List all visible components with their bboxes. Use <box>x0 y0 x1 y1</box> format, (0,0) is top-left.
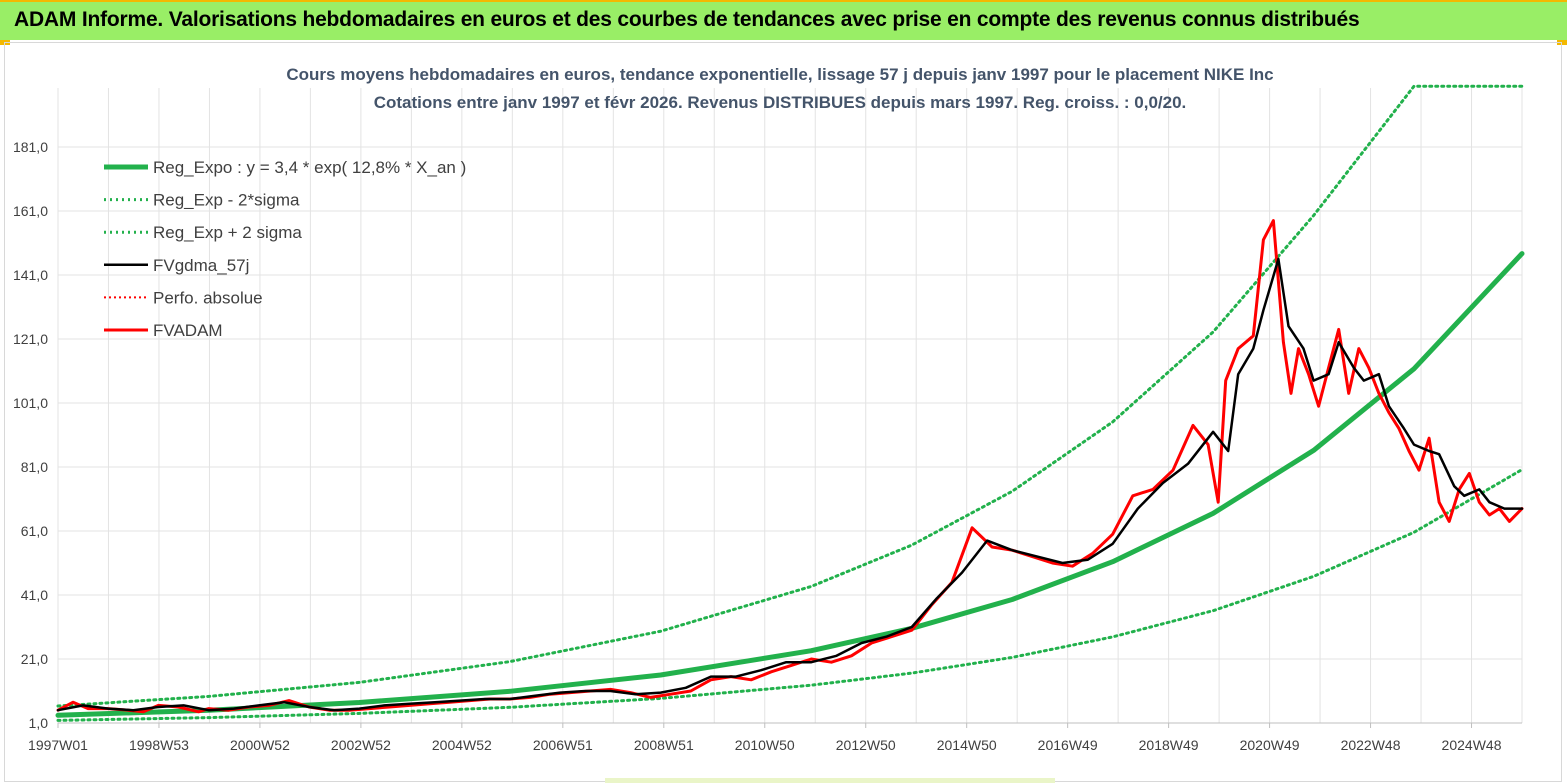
y-tick-label: 141,0 <box>13 267 48 283</box>
series-line-sigma_high <box>56 84 1524 708</box>
x-tick-label: 2016W49 <box>1038 737 1098 753</box>
y-tick-label: 81,0 <box>21 459 48 475</box>
y-tick-label: 181,0 <box>13 139 48 155</box>
x-tick-label: 2000W52 <box>230 737 290 753</box>
x-tick-label: 2012W50 <box>836 737 896 753</box>
legend-label-reg: Reg_Expo : y = 3,4 * exp( 12,8% * X_an ) <box>153 158 466 177</box>
grid <box>57 88 1523 724</box>
series-line-fvadam <box>56 219 1524 714</box>
y-tick-label: 101,0 <box>13 395 48 411</box>
x-tick-label: 2004W52 <box>432 737 492 753</box>
x-tick-label: 2014W50 <box>937 737 997 753</box>
x-tick-label: 2020W49 <box>1240 737 1300 753</box>
y-tick-label: 161,0 <box>13 203 48 219</box>
x-tick-label: 2022W48 <box>1341 737 1401 753</box>
chart-title-line: Cotations entre janv 1997 et févr 2026. … <box>374 93 1187 112</box>
legend-label-sigma_low: Reg_Exp - 2*sigma <box>153 191 300 210</box>
legend-label-perfo: Perfo. absolue <box>153 288 263 307</box>
series-layer <box>55 84 1525 722</box>
x-tick-label: 2018W49 <box>1139 737 1199 753</box>
x-tick-label: 2006W51 <box>533 737 593 753</box>
y-tick-label: 41,0 <box>21 587 48 603</box>
corner-accent-right <box>1557 40 1567 45</box>
series-line-fvgdma <box>56 257 1524 712</box>
x-tick-label: 2010W50 <box>735 737 795 753</box>
x-tick-label: 1998W53 <box>129 737 189 753</box>
x-axis-ticks: 1997W01 1998W53 2000W52 2002W52 2004W52 2006W… <box>28 723 1502 753</box>
chart-title: Cours moyens hebdomadaires en euros, ten… <box>286 65 1273 112</box>
bottom-accent-strip <box>605 778 1055 783</box>
y-tick-label: 121,0 <box>13 331 48 347</box>
chart-title-line: Cours moyens hebdomadaires en euros, ten… <box>286 65 1273 84</box>
y-tick-label: 1,0 <box>29 715 49 731</box>
report-header: ADAM Informe. Valorisations hebdomadaire… <box>0 0 1567 40</box>
legend-label-fvgdma: FVgdma_57j <box>153 256 249 275</box>
x-tick-label: 2008W51 <box>634 737 694 753</box>
legend-label-fvadam: FVADAM <box>153 321 223 340</box>
x-tick-label: 2002W52 <box>331 737 391 753</box>
y-axis-ticks: 1,0 21,0 41,0 61,0 81,0 101,0 121,0 141,0 161,0 1… <box>13 139 48 731</box>
x-tick-label: 2024W48 <box>1442 737 1502 753</box>
report-title: ADAM Informe. Valorisations hebdomadaire… <box>14 8 1360 31</box>
x-tick-label: 1997W01 <box>28 737 88 753</box>
y-tick-label: 21,0 <box>21 651 48 667</box>
series-line-reg <box>55 251 1525 718</box>
y-tick-label: 61,0 <box>21 523 48 539</box>
legend-label-sigma_high: Reg_Exp + 2 sigma <box>153 223 302 242</box>
legend: Reg_Expo : y = 3,4 * exp( 12,8% * X_an )… <box>104 158 466 340</box>
series-line-sigma_low <box>56 468 1524 722</box>
